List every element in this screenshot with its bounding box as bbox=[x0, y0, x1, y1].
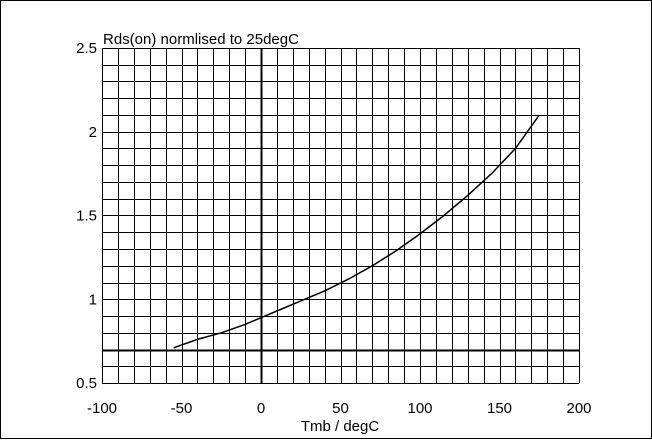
tick-labels: -100 -50 0 50 100 150 200 0.5 1 1.5 2 2.5 bbox=[76, 40, 591, 417]
chart-title: Rds(on) normlised to 25degC bbox=[103, 31, 299, 48]
y-tick-label: 2.5 bbox=[76, 40, 97, 57]
x-tick-label: -100 bbox=[87, 400, 117, 417]
series-line-0 bbox=[173, 114, 540, 349]
reference-lines bbox=[102, 48, 579, 383]
x-tick-label: 0 bbox=[257, 400, 265, 417]
y-tick-label: 1 bbox=[89, 291, 97, 308]
x-tick-label: 50 bbox=[332, 400, 349, 417]
grid bbox=[102, 48, 580, 384]
x-tick-label: 100 bbox=[407, 400, 432, 417]
x-tick-label: 200 bbox=[566, 400, 591, 417]
y-tick-label: 2 bbox=[89, 124, 97, 141]
y-tick-label: 0.5 bbox=[76, 375, 97, 392]
x-tick-label: 150 bbox=[487, 400, 512, 417]
y-tick-label: 1.5 bbox=[76, 208, 97, 225]
x-axis-label: Tmb / degC bbox=[301, 418, 380, 435]
series-layer bbox=[173, 114, 540, 349]
x-tick-label: -50 bbox=[171, 400, 193, 417]
